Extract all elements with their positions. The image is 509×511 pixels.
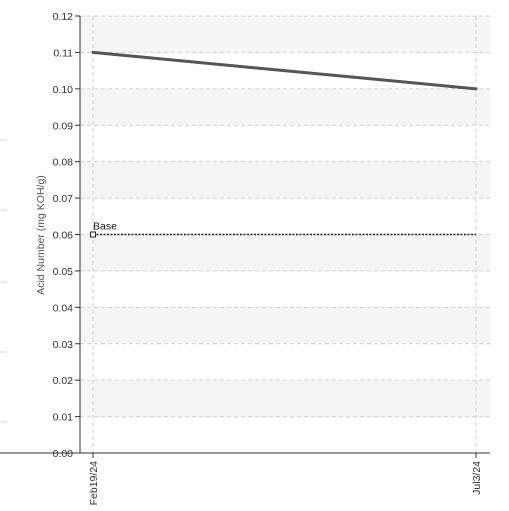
background-band bbox=[80, 88, 490, 126]
baseline-marker bbox=[90, 231, 96, 238]
y-tick-label: 0.08 bbox=[53, 157, 74, 169]
background-band bbox=[80, 161, 490, 199]
y-tick-label: 0.02 bbox=[53, 375, 74, 387]
x-tick-label: Feb19/24 bbox=[88, 461, 100, 506]
background-band bbox=[80, 380, 490, 417]
y-tick-label: 0.10 bbox=[53, 84, 74, 96]
background-band bbox=[80, 234, 490, 271]
y-tick-label: 0.07 bbox=[53, 193, 74, 205]
left-edge-markers bbox=[0, 139, 7, 423]
baseline-label: Base bbox=[93, 221, 117, 233]
series-line bbox=[91, 50, 478, 91]
y-tick-label: 0.11 bbox=[53, 47, 73, 59]
y-tick-label: 0.03 bbox=[53, 339, 74, 351]
y-tick-label: 0.12 bbox=[53, 11, 74, 23]
y-tick-label: 0.01 bbox=[53, 412, 74, 424]
x-tick-label: Jul3/24 bbox=[471, 461, 483, 495]
background-bands bbox=[80, 16, 490, 417]
y-tick-label: 0.06 bbox=[53, 230, 74, 242]
y-tick-label: 0.04 bbox=[53, 302, 74, 314]
y-tick-label: 0.00 bbox=[53, 448, 74, 460]
baseline-layer: Base bbox=[90, 221, 476, 238]
background-band bbox=[80, 16, 490, 53]
y-axis-ticks: 0.00 0.01 0.02 0.03 0.04 0.05 0.06 0.07 0.08 0.09… bbox=[53, 11, 80, 460]
y-tick-label: 0.09 bbox=[53, 120, 74, 132]
y-tick-label: 0.05 bbox=[53, 266, 74, 278]
series-layer bbox=[91, 50, 478, 91]
background-band bbox=[80, 307, 490, 344]
x-axis-ticks: Feb19/24 Jul3/24 bbox=[88, 453, 483, 505]
y-axis-title: Acid Number (mg KOH/g) bbox=[35, 175, 47, 295]
